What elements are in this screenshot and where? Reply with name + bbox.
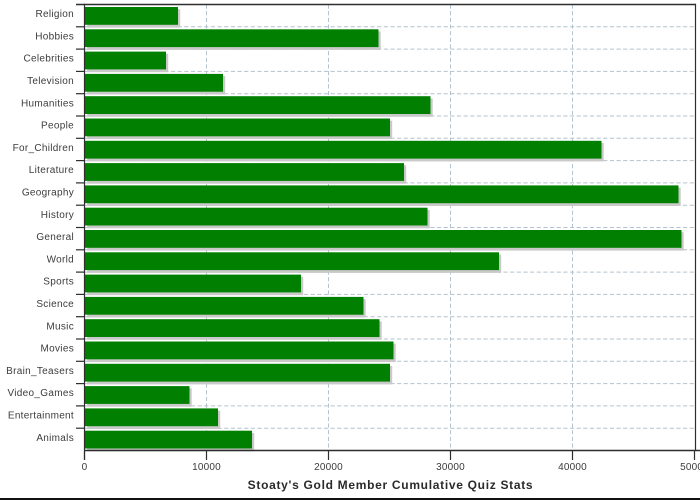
svg-text:Animals: Animals	[36, 433, 74, 444]
svg-text:Hobbies: Hobbies	[35, 31, 74, 42]
svg-text:World: World	[47, 254, 74, 265]
svg-text:Stoaty's Gold Member Cumulativ: Stoaty's Gold Member Cumulative Quiz Sta…	[248, 478, 534, 492]
svg-text:Sports: Sports	[43, 277, 74, 288]
svg-text:Television: Television	[27, 76, 74, 87]
svg-text:General: General	[36, 232, 74, 243]
svg-text:Brain_Teasers: Brain_Teasers	[6, 366, 74, 377]
svg-text:50000: 50000	[680, 462, 700, 473]
svg-text:Celebrities: Celebrities	[23, 54, 74, 65]
svg-text:People: People	[41, 121, 74, 132]
svg-text:Humanities: Humanities	[21, 98, 74, 109]
svg-text:Literature: Literature	[29, 165, 74, 176]
svg-text:Entertainment: Entertainment	[8, 410, 74, 421]
svg-text:Religion: Religion	[35, 9, 74, 20]
svg-text:History: History	[41, 210, 74, 221]
svg-text:20000: 20000	[314, 462, 343, 473]
svg-text:10000: 10000	[192, 462, 221, 473]
svg-text:Geography: Geography	[22, 187, 74, 198]
svg-text:40000: 40000	[558, 462, 587, 473]
svg-text:Science: Science	[36, 299, 74, 310]
svg-text:Music: Music	[46, 321, 74, 332]
svg-text:For_Children: For_Children	[13, 143, 74, 154]
svg-text:Video_Games: Video_Games	[8, 388, 75, 399]
svg-text:Movies: Movies	[41, 344, 74, 355]
svg-text:0: 0	[82, 462, 88, 473]
svg-text:30000: 30000	[436, 462, 465, 473]
